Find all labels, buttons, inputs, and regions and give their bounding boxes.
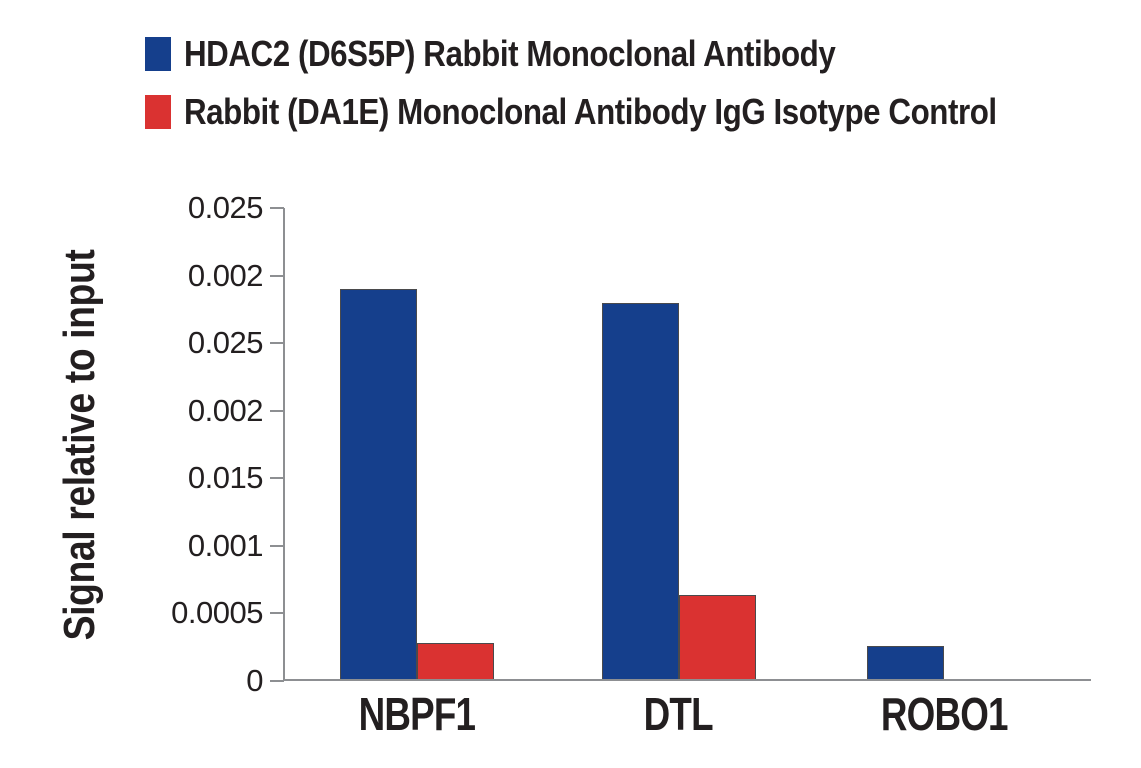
y-tick	[270, 612, 284, 615]
y-tick-label: 0.0005	[171, 595, 263, 631]
y-tick-label: 0.002	[187, 392, 264, 428]
y-tick	[270, 477, 284, 480]
x-category-label-robo1: ROBO1	[794, 690, 1094, 738]
legend-label: HDAC2 (D6S5P) Rabbit Monoclonal Antibody	[184, 33, 836, 74]
bar-dtl-series0	[601, 302, 679, 681]
y-tick	[270, 680, 284, 682]
y-tick	[270, 207, 284, 209]
y-tick	[270, 274, 284, 277]
x-category-label-dtl: DTL	[529, 690, 829, 738]
y-tick	[270, 409, 284, 412]
x-category-label-text: ROBO1	[880, 688, 1009, 740]
y-tick-label: 0.015	[187, 460, 264, 496]
y-tick-label: 0.002	[187, 257, 264, 293]
y-tick-label: 0.025	[187, 190, 264, 225]
bar-nbpf1-series0	[340, 289, 417, 681]
y-tick-label: 0	[246, 663, 263, 698]
bar-nbpf1-series1	[417, 643, 494, 681]
bar-dtl-series1	[678, 594, 756, 681]
legend-item-hdac2: HDAC2 (D6S5P) Rabbit Monoclonal Antibody	[145, 33, 933, 74]
y-tick	[270, 544, 284, 547]
x-category-label-text: NBPF1	[358, 688, 476, 740]
y-tick	[270, 342, 284, 345]
legend-label: Rabbit (DA1E) Monoclonal Antibody IgG Is…	[184, 91, 997, 132]
blue-square-swatch-icon	[145, 37, 171, 71]
y-axis-line	[283, 208, 285, 681]
y-tick-label: 0.001	[187, 527, 264, 563]
y-axis-title: Signal relative to input	[55, 249, 104, 640]
red-square-swatch-icon	[145, 95, 171, 129]
x-axis-line	[283, 679, 1091, 681]
legend-item-igg-control: Rabbit (DA1E) Monoclonal Antibody IgG Is…	[145, 91, 1118, 132]
x-category-label-nbpf1: NBPF1	[267, 690, 567, 738]
x-category-label-text: DTL	[643, 688, 714, 740]
y-tick-label: 0.025	[187, 325, 264, 361]
bar-robo1-series0	[867, 645, 944, 681]
